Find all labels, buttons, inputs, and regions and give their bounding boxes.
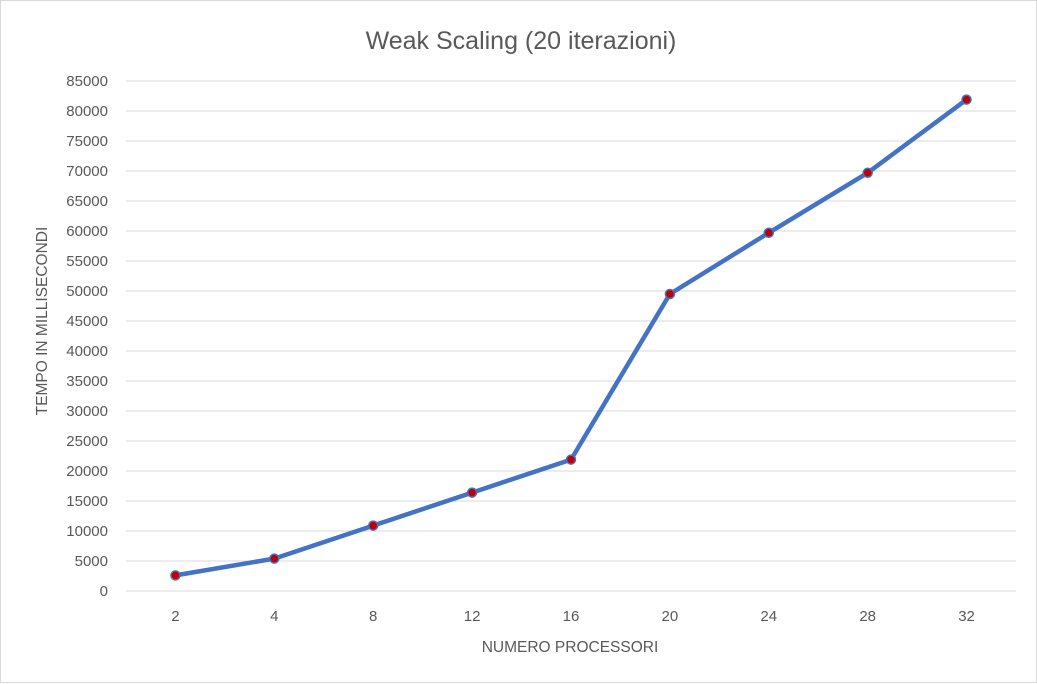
x-tick-label: 28: [859, 608, 876, 625]
x-axis-title: NUMERO PROCESSORI: [482, 639, 659, 656]
y-tick-label: 55000: [66, 253, 108, 270]
x-tick-label: 12: [464, 608, 481, 625]
data-point: [565, 454, 577, 465]
data-point: [862, 167, 873, 179]
chart-title: Weak Scaling (20 iterazioni): [366, 27, 677, 55]
y-tick-label: 0: [100, 583, 108, 600]
y-tick-label: 45000: [66, 313, 108, 330]
y-tick-label: 80000: [66, 103, 108, 120]
data-point: [367, 520, 379, 531]
data-point: [763, 227, 775, 239]
x-tick-label: 2: [171, 608, 179, 625]
y-tick-label: 70000: [66, 163, 108, 180]
y-tick-label: 30000: [66, 403, 108, 420]
x-tick-label: 24: [760, 608, 777, 625]
y-tick-label: 15000: [66, 493, 108, 510]
y-tick-label: 65000: [66, 193, 108, 210]
y-tick-label: 60000: [66, 223, 108, 240]
data-point: [664, 288, 676, 300]
y-tick-label: 40000: [66, 343, 108, 360]
data-point: [269, 553, 280, 564]
x-tick-label: 16: [563, 608, 580, 625]
series-layer: [170, 94, 972, 581]
y-tick-label: 10000: [66, 523, 108, 540]
gridlines: [126, 80, 1016, 592]
y-tick-label: 75000: [66, 133, 108, 150]
y-tick-label: 5000: [75, 553, 108, 570]
y-tick-label: 85000: [66, 73, 108, 90]
y-tick-label: 50000: [66, 283, 108, 300]
x-tick-labels: 2 4 8 12 16 20 24 28 32: [171, 608, 975, 625]
data-point: [170, 570, 181, 581]
x-tick-label: 32: [958, 608, 975, 625]
x-tick-label: 20: [662, 608, 679, 625]
x-tick-label: 8: [369, 608, 377, 625]
x-tick-label: 4: [270, 608, 278, 625]
y-tick-label: 20000: [66, 463, 108, 480]
y-tick-labels: 0 5000 10000 15000 20000 25000 30000 35000 40000…: [66, 73, 108, 600]
data-point: [961, 94, 972, 105]
y-axis-title: TEMPO IN MILLISECONDI: [34, 227, 51, 416]
y-tick-label: 25000: [66, 433, 108, 450]
data-point: [466, 487, 478, 498]
y-tick-label: 35000: [66, 373, 108, 390]
